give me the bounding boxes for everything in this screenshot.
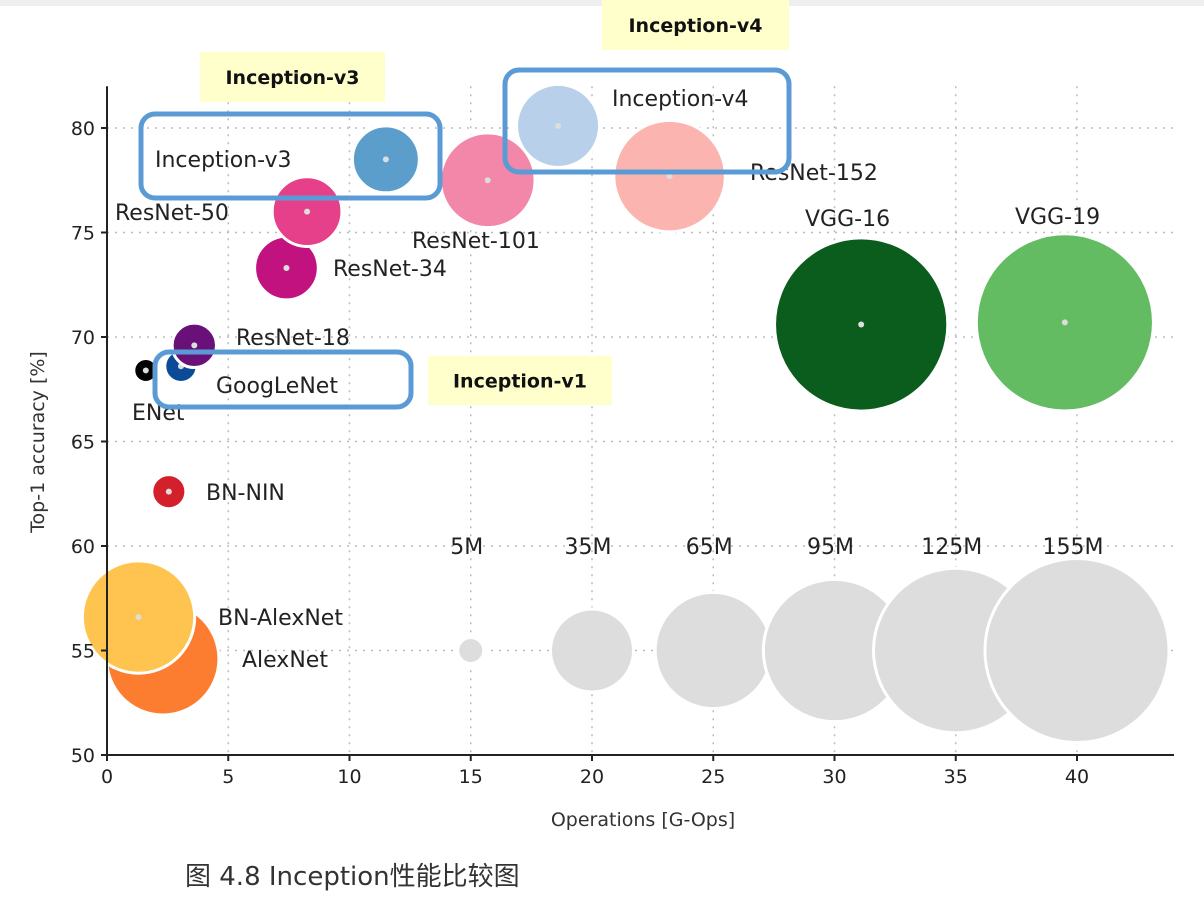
figure-caption: 图 4.8 Inception性能比较图 <box>185 862 520 892</box>
y-tick-label: 60 <box>71 536 95 558</box>
point-label: AlexNet <box>242 648 328 673</box>
x-tick-label: 30 <box>822 766 846 788</box>
y-tick-label: 80 <box>71 118 95 140</box>
x-tick-label: 10 <box>337 766 361 788</box>
x-tick-label: 15 <box>459 766 483 788</box>
annotation-tag: Inception-v4 <box>628 15 762 37</box>
bubble-inception-v3 <box>350 124 421 195</box>
point-label: GoogLeNet <box>216 374 338 399</box>
bubble-center-dot <box>191 342 198 349</box>
x-tick-label: 40 <box>1065 766 1089 788</box>
size-legend-label: 65M <box>686 535 733 560</box>
size-legend-bubble <box>549 607 635 694</box>
x-tick-label: 25 <box>701 766 725 788</box>
size-legend-label: 125M <box>921 535 982 560</box>
bubble-center-dot <box>555 122 562 129</box>
bubble-center-dot <box>142 367 149 374</box>
point-label: VGG-16 <box>805 207 890 232</box>
bubble-resnet-18 <box>170 321 218 370</box>
point-label: ResNet-18 <box>236 326 350 351</box>
bubble-center-dot <box>666 173 673 180</box>
bubble-center-dot <box>1061 319 1068 326</box>
point-label: ResNet-50 <box>115 201 229 226</box>
x-tick-label: 20 <box>580 766 604 788</box>
point-label: Inception-v4 <box>612 87 749 112</box>
annotations: Inception-v3 Inception-v4 Inception-v1 <box>138 0 792 410</box>
highlight-box <box>138 111 443 201</box>
axes: 0 5 10 15 20 25 30 35 40 50 55 60 65 70 75 80 <box>71 86 1174 788</box>
bubble-vgg-19 <box>974 232 1155 413</box>
bubble-vgg-16 <box>773 236 950 413</box>
bubble-center-dot <box>135 614 142 621</box>
y-tick-label: 55 <box>71 641 95 663</box>
bubble-resnet-152 <box>612 118 727 234</box>
bubble-center-dot <box>283 265 290 272</box>
annotation-tag-bg <box>200 52 385 102</box>
highlight-box <box>152 349 414 410</box>
annotation-tag-bg <box>602 0 789 50</box>
bubble-center-dot <box>858 321 865 328</box>
x-tick-label: 0 <box>101 766 113 788</box>
y-tick-label: 75 <box>71 223 95 245</box>
size-legend-label: 95M <box>807 535 854 560</box>
annotation-tag: Inception-v1 <box>453 371 587 393</box>
point-label: BN-NIN <box>206 481 285 506</box>
size-legend-label: 5M <box>450 535 483 560</box>
point-label: VGG-19 <box>1015 205 1100 230</box>
annotation-tag: Inception-v3 <box>225 67 359 89</box>
point-label: ResNet-34 <box>333 257 447 282</box>
annotation-tag-bg <box>428 356 612 405</box>
point-label: ResNet-101 <box>412 229 540 254</box>
bubble-resnet-50 <box>270 175 344 248</box>
size-legend-bubble <box>653 590 773 711</box>
size-legend-bubble <box>456 635 486 666</box>
x-tick-label: 5 <box>222 766 234 788</box>
size-legend: 5M 35M 65M 95M 125M 155M <box>450 535 1171 745</box>
bubble-bn-nin <box>150 473 188 511</box>
highlight-box <box>502 67 792 175</box>
bubble-bn-alexnet <box>80 559 197 675</box>
point-labels: AlexNetBN-AlexNetBN-NINENetGoogLeNetResN… <box>115 87 1100 673</box>
bubble-enet <box>132 356 160 384</box>
point-label: Inception-v3 <box>155 148 292 173</box>
bubble-center-dot <box>382 156 389 163</box>
size-legend-label: 35M <box>565 535 612 560</box>
bubbles <box>80 82 1155 717</box>
bubble-center-dot <box>484 177 491 184</box>
bubble-center-dot <box>165 488 172 495</box>
x-tick-label: 35 <box>944 766 968 788</box>
point-label: BN-AlexNet <box>218 606 343 631</box>
y-axis-label: Top-1 accuracy [%] <box>27 351 49 534</box>
y-tick-label: 70 <box>71 327 95 349</box>
bubble-center-dot <box>304 208 311 215</box>
bubble-inception-v4 <box>515 82 602 169</box>
size-legend-label: 155M <box>1043 535 1104 560</box>
size-legend-bubble <box>983 556 1171 745</box>
y-tick-label: 50 <box>71 745 95 767</box>
x-axis-label: Operations [G-Ops] <box>551 809 735 831</box>
y-tick-label: 65 <box>71 432 95 454</box>
